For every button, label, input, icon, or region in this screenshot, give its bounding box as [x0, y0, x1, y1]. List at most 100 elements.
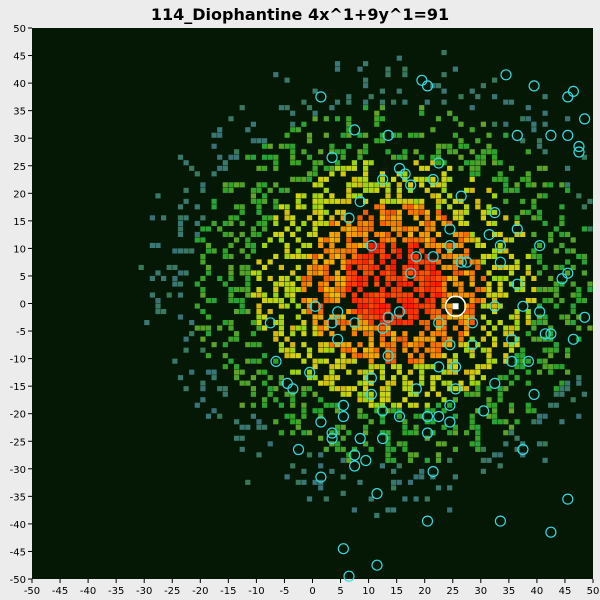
heat-cell: [363, 231, 369, 237]
heat-cell: [419, 182, 425, 188]
heat-cell: [492, 413, 498, 419]
heat-cell: [200, 253, 206, 259]
solution-point: [337, 543, 349, 555]
heat-cell: [306, 430, 313, 436]
heat-cell: [183, 270, 189, 276]
heat-cell: [469, 309, 475, 315]
heat-cell: [542, 298, 548, 304]
heat-cell: [531, 419, 537, 425]
solution-point: [371, 559, 383, 571]
heat-cell: [379, 220, 385, 226]
heat-cell: [301, 193, 307, 199]
heat-cell: [480, 209, 486, 215]
heat-cell: [329, 364, 335, 370]
heat-cell: [419, 270, 425, 276]
heat-cell: [256, 275, 262, 281]
heat-cell: [480, 215, 486, 221]
heat-cell: [396, 413, 402, 419]
solution-point: [337, 410, 349, 423]
heat-cell: [211, 375, 217, 381]
heat-cell: [334, 358, 341, 364]
heat-cell: [363, 281, 369, 287]
heat-cell: [234, 369, 240, 375]
heat-cell: [379, 198, 385, 204]
heat-cell: [295, 264, 301, 270]
heat-cell: [284, 105, 290, 111]
heat-cell: [284, 413, 290, 419]
heat-cell: [155, 193, 161, 199]
heat-cell: [413, 303, 419, 309]
heat-cell: [273, 154, 279, 160]
heat-cell: [379, 253, 385, 259]
heat-cell: [581, 204, 587, 210]
heat-cell: [379, 99, 385, 105]
heat-cell: [391, 198, 397, 204]
heat-cell: [334, 220, 341, 226]
heat-cell: [323, 270, 329, 276]
heat-cell: [486, 386, 492, 392]
heat-cell: [475, 237, 481, 243]
heat-cell: [318, 287, 324, 293]
heat-cell: [525, 182, 531, 188]
heat-cell: [357, 342, 363, 348]
heat-cell: [256, 358, 262, 364]
solution-point: [444, 416, 456, 428]
heat-cell: [334, 209, 341, 215]
heat-cell: [357, 231, 363, 237]
heat-cell: [183, 187, 189, 193]
heat-cell: [441, 408, 447, 414]
heat-cell: [329, 237, 335, 243]
heat-cell: [424, 220, 430, 226]
heat-cell: [570, 397, 576, 403]
heat-cell: [531, 231, 537, 237]
heat-cell: [458, 242, 464, 248]
heat-cell: [503, 331, 509, 337]
heat-cell: [318, 331, 324, 337]
heat-cell: [424, 281, 430, 287]
heat-cell: [334, 116, 341, 122]
heat-cell: [278, 380, 284, 386]
heat-cell: [301, 413, 307, 419]
solution-point: [421, 80, 434, 92]
heat-cell: [396, 198, 402, 204]
heat-cell: [452, 259, 458, 265]
heat-cell: [368, 314, 374, 320]
heat-cell: [346, 248, 352, 254]
heat-cell: [323, 220, 329, 226]
heat-cell: [189, 331, 195, 337]
solution-point: [517, 443, 529, 456]
heat-cell: [284, 347, 290, 353]
heat-cell: [278, 298, 284, 304]
heat-cell: [363, 99, 369, 105]
heat-cell: [435, 204, 442, 210]
heat-cell: [492, 336, 498, 342]
heat-cell: [340, 325, 346, 331]
heat-cell: [211, 204, 217, 210]
heat-cell: [407, 281, 414, 287]
heat-cell: [542, 264, 548, 270]
heat-cell: [475, 298, 481, 304]
heat-cell: [273, 281, 279, 287]
heat-cell: [379, 292, 385, 298]
y-tick-label: 15: [13, 217, 26, 228]
heat-cell: [278, 331, 284, 337]
heat-cell: [548, 402, 554, 408]
heat-cell: [250, 138, 256, 144]
heat-cell: [407, 237, 414, 243]
solution-point: [377, 405, 389, 417]
heat-cell: [435, 375, 442, 381]
heat-cell: [357, 314, 363, 320]
heat-cell: [312, 408, 318, 414]
heat-cell: [553, 364, 559, 370]
solution-point: [433, 157, 445, 169]
heat-cell: [559, 215, 565, 221]
heat-cell: [346, 452, 352, 458]
heat-cell: [239, 220, 245, 226]
heat-cell: [396, 275, 402, 281]
heat-cell: [536, 143, 543, 149]
heat-cell: [486, 132, 492, 138]
heat-cell: [194, 303, 200, 309]
heat-cell: [374, 121, 380, 127]
heat-cell: [323, 259, 329, 265]
heat-cell: [363, 105, 369, 111]
